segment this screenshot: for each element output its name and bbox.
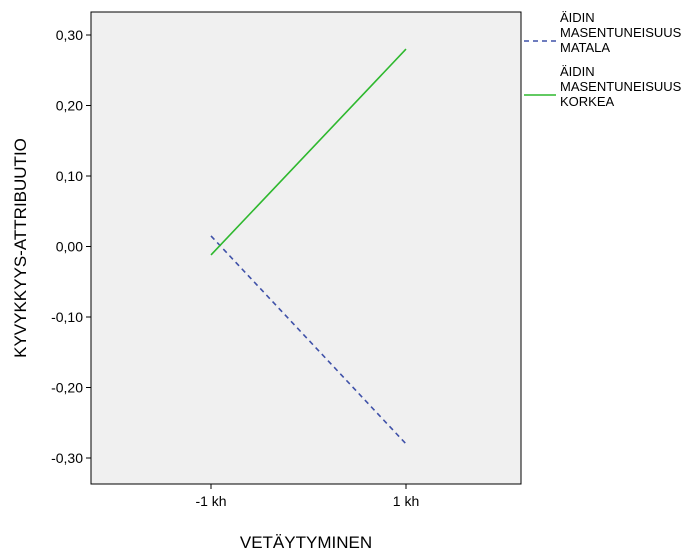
y-tick-label: 0,10 xyxy=(56,168,83,184)
y-tick-label: 0,00 xyxy=(56,239,83,255)
y-tick-label: -0,10 xyxy=(51,309,83,325)
x-axis-title: VETÄYTYMINEN xyxy=(240,533,372,552)
y-tick-label: -0,30 xyxy=(51,450,83,466)
legend-label: ÄIDIN xyxy=(560,10,595,25)
legend-label: MASENTUNEISUUS xyxy=(560,25,682,40)
legend-label: MATALA xyxy=(560,40,610,55)
legend-label: ÄIDIN xyxy=(560,64,595,79)
series-lines xyxy=(210,48,407,445)
x-tick-label: -1 kh xyxy=(195,493,226,509)
y-axis: 0,30 0,20 0,10 0,00 -0,10 -0,20 -0,30 xyxy=(51,27,91,466)
plot-background xyxy=(90,11,522,485)
legend: ÄIDINMASENTUNEISUUSMATALAÄIDINMASENTUNEI… xyxy=(524,10,682,109)
legend-label: KORKEA xyxy=(560,94,615,109)
x-tick-label: 1 kh xyxy=(393,493,419,509)
series-line-2 xyxy=(210,48,407,256)
y-tick-label: -0,20 xyxy=(51,380,83,396)
legend-label: MASENTUNEISUUS xyxy=(560,79,682,94)
series-line-1 xyxy=(210,235,407,445)
y-tick-label: 0,30 xyxy=(56,27,83,43)
y-axis-title: KYVYKKYYS-ATTRIBUUTIO xyxy=(11,138,30,358)
x-axis: -1 kh 1 kh xyxy=(195,484,419,509)
y-tick-label: 0,20 xyxy=(56,98,83,114)
